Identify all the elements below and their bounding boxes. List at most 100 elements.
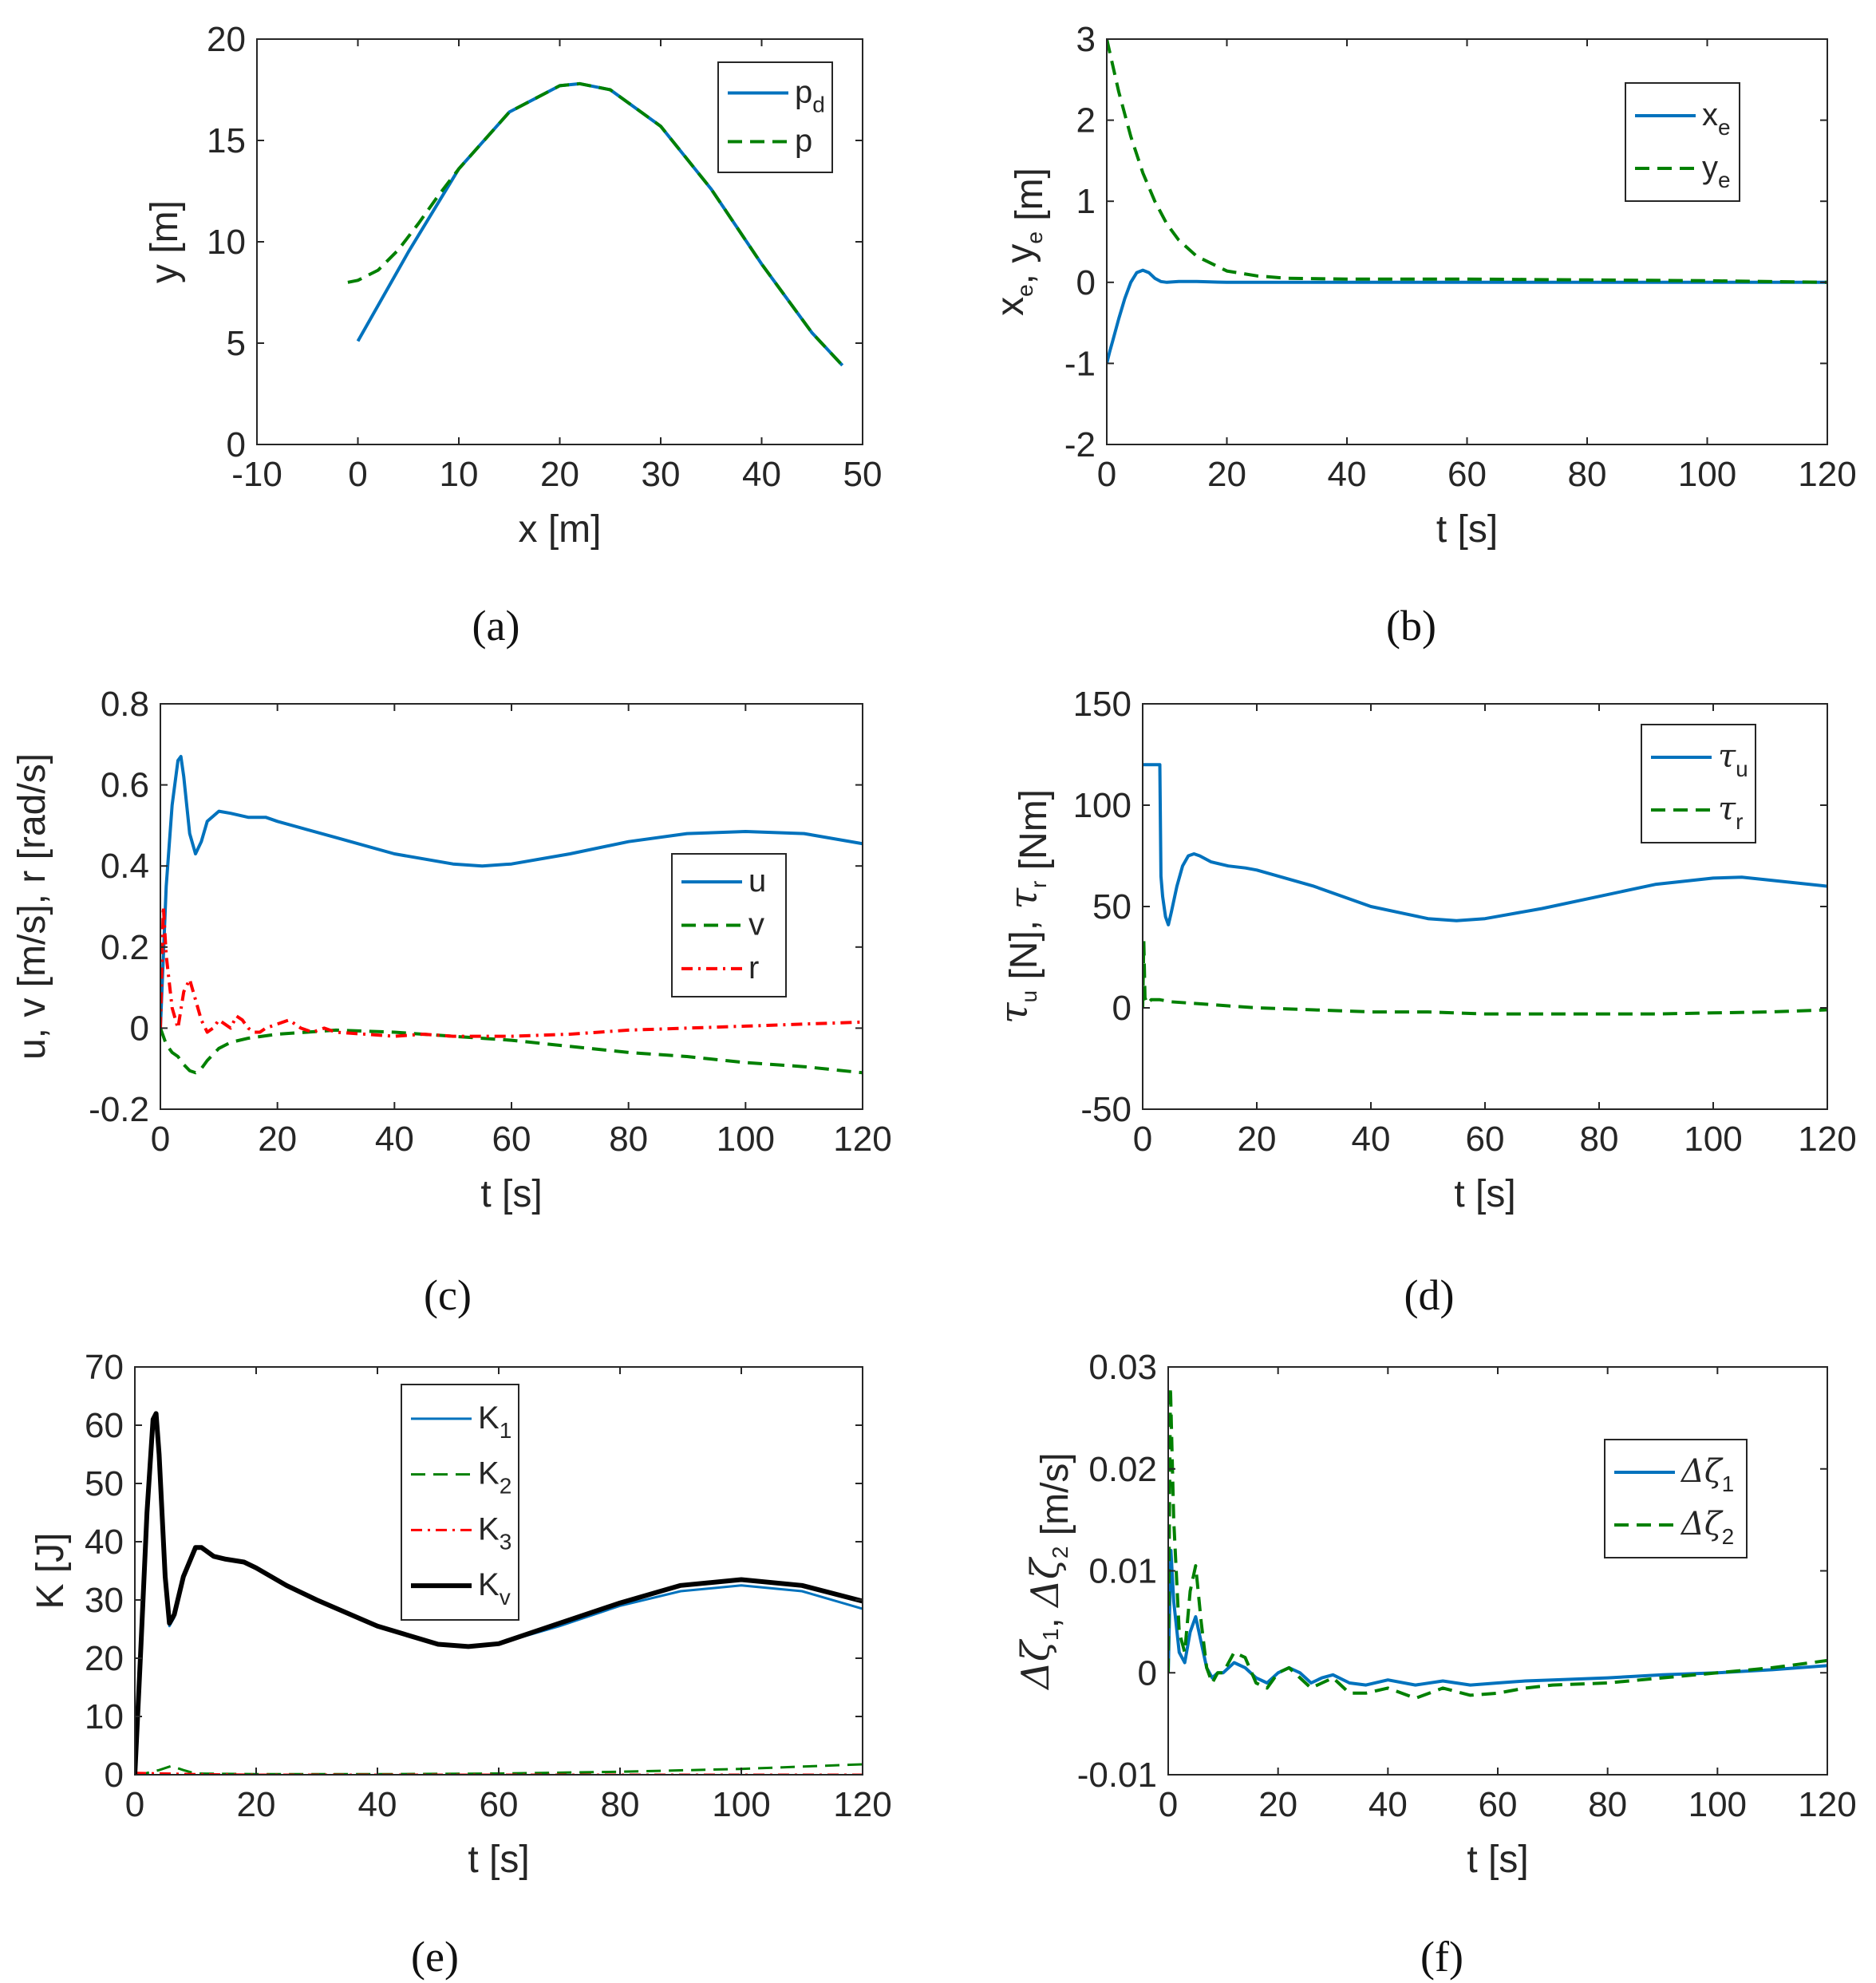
y-tick-label: 0	[130, 1009, 149, 1048]
x-tick-label: 60	[1447, 455, 1487, 494]
series-group	[1143, 763, 1827, 1016]
y-axis-label: τu [N], τr [Nm]	[992, 789, 1055, 1024]
x-tick-label: 20	[1238, 1120, 1277, 1159]
x-tick-label: 0	[1133, 1120, 1152, 1159]
y-tick-label: -0.01	[1077, 1756, 1157, 1795]
x-axis-label: t [s]	[480, 1173, 542, 1215]
y-axis-label: u, v [m/s], r [rad/s]	[11, 753, 53, 1060]
y-tick-label: 0.2	[101, 928, 149, 967]
series-line-K_v	[135, 1411, 863, 1775]
legend-label-K_1: K1	[478, 1400, 511, 1443]
chart-panel-1: 0 20 40 60 80 100 120 -2 -1 0 1 2 3 t [s] xe, ye [m] xe…	[989, 20, 1857, 650]
legend-label-p_d: pd	[795, 75, 825, 117]
x-tick-label: 20	[237, 1785, 276, 1824]
y-axis-label: Δζ1, Δζ2 [m/s]	[1013, 1452, 1076, 1691]
y-tick-label: 0	[1112, 989, 1132, 1028]
x-tick-label: 50	[843, 455, 883, 494]
x-tick-label: 20	[258, 1120, 297, 1159]
y-tick-label: 0.01	[1088, 1552, 1157, 1591]
y-tick-label: 60	[85, 1406, 124, 1445]
series-line-p	[347, 81, 844, 367]
x-tick-label: 100	[1684, 1120, 1742, 1159]
y-tick-label: 0	[105, 1756, 124, 1795]
y-tick-label: 10	[85, 1697, 124, 1736]
legend-label-Δζ_2: Δζ2	[1680, 1506, 1734, 1549]
legend-label-Δζ_1: Δζ1	[1680, 1453, 1734, 1496]
y-tick-label: 0.03	[1088, 1348, 1157, 1387]
legend-box	[401, 1384, 519, 1621]
x-tick-label: 60	[1466, 1120, 1505, 1159]
y-tick-label: 100	[1073, 786, 1132, 825]
x-tick-label: 100	[1678, 455, 1736, 494]
legend: xe ye	[1625, 82, 1740, 202]
series-line-v	[160, 1027, 863, 1075]
y-tick-label: 20	[207, 20, 246, 59]
x-tick-label: 20	[1258, 1785, 1297, 1824]
x-tick-label: 20	[1207, 455, 1246, 494]
chart-panel-4: 0 20 40 60 80 100 120 0 10 20 30 40 50 60 70 t [s] K [J]…	[30, 1348, 892, 1981]
chart-panel-2: 0 20 40 60 80 100 120-0.200.20.40.60.8t [s]u, …	[11, 685, 892, 1319]
panel-caption: (c)	[424, 1271, 472, 1319]
series-group	[1107, 39, 1827, 364]
y-tick-label: 20	[85, 1639, 124, 1678]
x-tick-label: 80	[609, 1120, 648, 1159]
y-tick-label: 0.6	[101, 766, 149, 805]
x-tick-label: 120	[1798, 455, 1856, 494]
y-tick-label: 0.02	[1088, 1450, 1157, 1489]
legend-label-u: u	[748, 863, 766, 899]
series-line-y_e	[1107, 39, 1827, 284]
x-tick-label: 120	[833, 1785, 891, 1824]
panel-caption: (f)	[1420, 1933, 1463, 1981]
legend: pd p	[717, 61, 833, 173]
x-tick-label: 100	[712, 1785, 770, 1824]
legend-label-v: v	[748, 907, 764, 942]
series-line-r	[160, 905, 863, 1038]
y-axis-label: K [J]	[30, 1532, 72, 1609]
x-tick-label: 20	[540, 455, 579, 494]
x-tick-label: 30	[642, 455, 681, 494]
series-group	[347, 81, 844, 367]
plot-area	[1168, 1367, 1827, 1775]
series-line-Δζ_2	[1168, 1385, 1827, 1701]
y-tick-label: -50	[1080, 1090, 1132, 1129]
x-tick-label: 40	[1328, 455, 1367, 494]
x-tick-label: 80	[1588, 1785, 1627, 1824]
x-tick-label: 40	[375, 1120, 414, 1159]
x-tick-label: 0	[1097, 455, 1116, 494]
x-tick-label: 10	[440, 455, 479, 494]
x-tick-label: 0	[348, 455, 367, 494]
legend-box	[1625, 82, 1740, 202]
y-tick-label: 0.4	[101, 847, 149, 886]
x-tick-label: 40	[1368, 1785, 1408, 1824]
x-tick-label: 120	[1798, 1120, 1856, 1159]
legend-label-p: p	[795, 124, 812, 159]
y-tick-label: 1	[1076, 182, 1096, 221]
legend-label-x_e: xe	[1702, 97, 1731, 140]
legend-label-r: r	[748, 950, 759, 986]
legend: τu τr	[1641, 724, 1756, 843]
legend-box	[1641, 724, 1756, 843]
y-tick-label: -0.2	[89, 1090, 149, 1129]
legend: K1 K2 K3 Kv	[401, 1384, 519, 1621]
x-tick-label: 40	[358, 1785, 397, 1824]
panel-caption: (b)	[1386, 602, 1436, 650]
x-tick-label: 60	[492, 1120, 531, 1159]
x-tick-label: 120	[833, 1120, 891, 1159]
y-tick-label: 10	[207, 223, 246, 262]
legend-label-K_2: K2	[478, 1456, 511, 1499]
x-tick-label: 40	[742, 455, 781, 494]
x-tick-label: 60	[480, 1785, 519, 1824]
x-axis-label: x [m]	[519, 508, 602, 551]
series-line-Δζ_1	[1168, 1549, 1827, 1687]
series-group	[135, 1411, 863, 1775]
x-tick-label: 80	[601, 1785, 640, 1824]
y-tick-label: 30	[85, 1581, 124, 1620]
y-tick-label: 150	[1073, 685, 1132, 724]
x-axis-label: t [s]	[1467, 1839, 1528, 1881]
x-tick-label: 0	[1159, 1785, 1178, 1824]
